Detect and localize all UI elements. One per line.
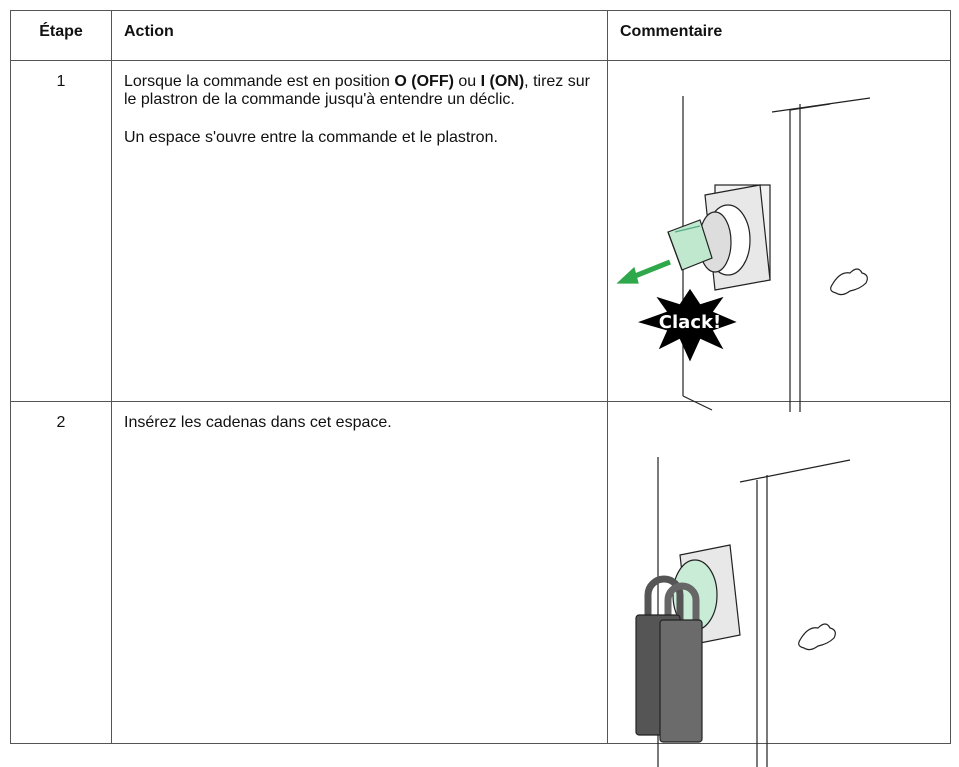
procedure-table: Étape Action Commentaire 1 Lorsque la com… — [10, 10, 951, 744]
text-run: Insérez les cadenas dans cet espace. — [124, 414, 392, 431]
step-cell: 2 — [10, 401, 112, 744]
table-row: 2 Insérez les cadenas dans cet espace. — [10, 401, 951, 744]
action-cell: Lorsque la commande est en position O (O… — [111, 60, 608, 402]
bold-text: I (ON) — [480, 73, 525, 90]
action-cell: Insérez les cadenas dans cet espace. — [111, 401, 608, 744]
action-paragraph: Insérez les cadenas dans cet espace. — [124, 414, 595, 432]
header-cell: Action — [111, 10, 608, 61]
action-paragraph: Un espace s'ouvre entre la commande et l… — [124, 129, 595, 147]
header-cell: Étape — [10, 10, 112, 61]
comment-cell — [607, 60, 951, 402]
action-paragraph: Lorsque la commande est en position O (O… — [124, 73, 595, 109]
text-run: ou — [453, 73, 481, 90]
text-run: Lorsque la commande est en position — [124, 73, 395, 90]
header-row: Étape Action Commentaire — [10, 10, 951, 61]
bold-text: O (OFF) — [394, 73, 454, 90]
comment-cell — [607, 401, 951, 744]
step-cell: 1 — [10, 60, 112, 402]
text-run: Un espace s'ouvre entre la commande et l… — [124, 129, 498, 146]
header-cell: Commentaire — [607, 10, 951, 61]
table-row: 1 Lorsque la commande est en position O (… — [10, 60, 951, 402]
text-run: , tirez sur le plastron de la commande j… — [124, 73, 590, 108]
